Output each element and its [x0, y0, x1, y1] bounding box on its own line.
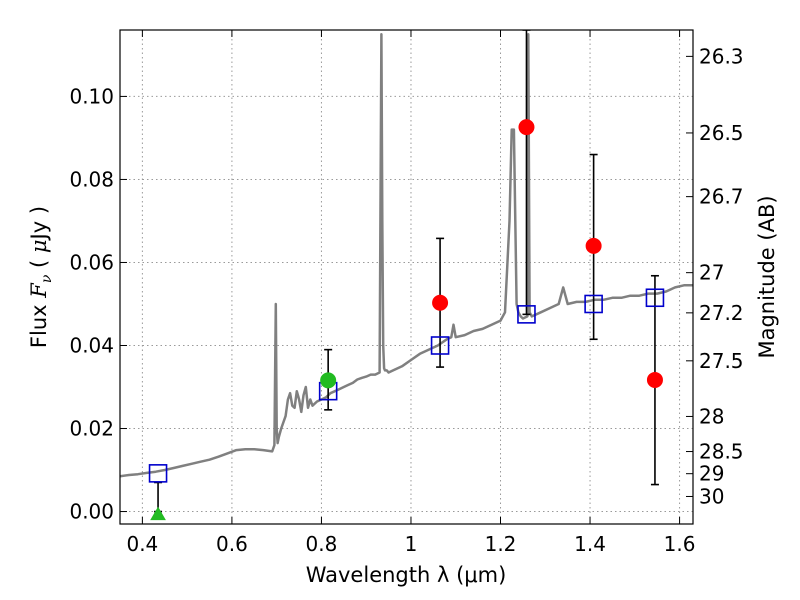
y-axis-label-text: Flux	[27, 298, 51, 348]
x-tick-label: 0.8	[306, 532, 338, 556]
mag-tick-label: 27.5	[699, 349, 744, 373]
mag-tick-label: 28.5	[699, 440, 744, 464]
x-tick-label: 0.6	[216, 532, 248, 556]
y-axis-label: Flux Fν ( μJy )	[27, 206, 55, 348]
x-tick-label: 1	[405, 532, 418, 556]
y-tick-label: 0.02	[69, 417, 114, 441]
y-tick-label: 0.08	[69, 167, 114, 191]
x-tick-label: 1.4	[574, 532, 606, 556]
y-axis-label-unit-end: Jy )	[27, 206, 51, 242]
model-square	[645, 288, 665, 308]
x-tick-label: 1.2	[485, 532, 517, 556]
plot-area	[120, 30, 693, 521]
mag-tick-label: 26.7	[699, 185, 744, 209]
y-axis-label-subscript: ν	[39, 274, 55, 283]
measured-point	[585, 237, 602, 254]
model-square	[584, 294, 603, 314]
measured-point	[432, 294, 449, 311]
highlight-point	[320, 372, 337, 389]
grid-lines	[120, 30, 693, 524]
y-tick-label: 0.10	[69, 84, 114, 108]
y-tick-label: 0.04	[69, 333, 114, 357]
y-axis-label-unit: (	[27, 253, 51, 275]
measured-point	[518, 119, 535, 136]
model-square	[148, 464, 168, 483]
model-square	[517, 305, 536, 324]
plot-frame	[119, 29, 694, 525]
upper-limit-triangle	[150, 506, 166, 521]
mag-tick-label: 28	[699, 404, 724, 428]
mag-tick-label: 26.3	[699, 44, 744, 68]
axis-ticks: 0.4 0.6 0.8 1 1.2 1.4 1.6 0.00 0.02 0.04 0.06 0.08 0…	[69, 30, 744, 556]
mag-tick-label: 27	[699, 261, 724, 285]
y-axis-label-symbol: F	[27, 282, 51, 299]
x-tick-label: 0.4	[126, 532, 158, 556]
x-axis-label: Wavelength λ (μm)	[306, 563, 507, 587]
mag-tick-label: 30	[699, 484, 724, 508]
mag-tick-label: 26.5	[699, 121, 744, 145]
x-tick-label: 1.6	[664, 532, 696, 556]
y-tick-label: 0.00	[69, 500, 114, 524]
right-axis-label: Magnitude (AB)	[755, 195, 779, 358]
spectrum-line	[120, 32, 693, 478]
y-tick-label: 0.06	[69, 250, 114, 274]
mag-tick-label: 29	[699, 462, 724, 486]
plot-background	[120, 30, 693, 524]
y-axis-label-mu: μ	[27, 239, 51, 253]
mag-tick-label: 27.2	[699, 301, 744, 325]
model-square	[430, 336, 450, 355]
measured-point	[646, 371, 663, 388]
